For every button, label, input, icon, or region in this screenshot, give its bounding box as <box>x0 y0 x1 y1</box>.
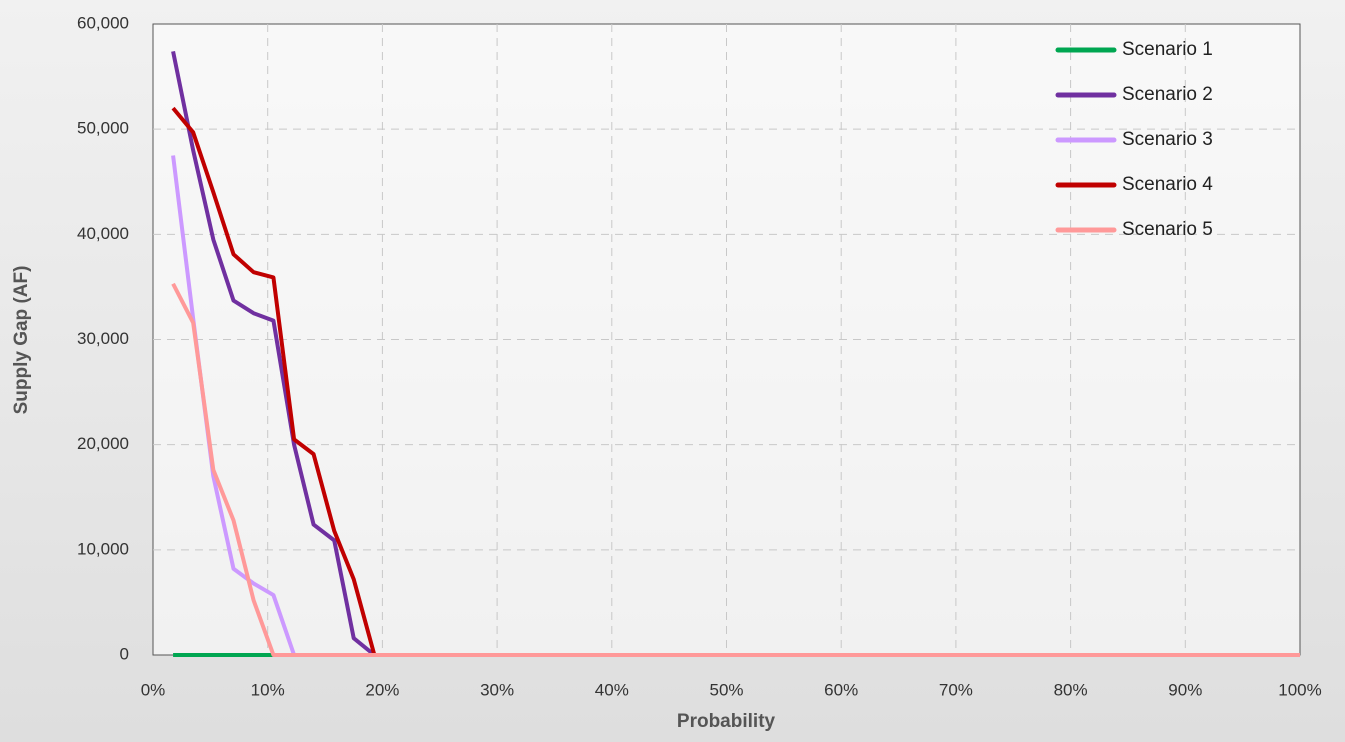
legend-label: Scenario 1 <box>1122 39 1213 60</box>
y-tick-label: 60,000 <box>77 13 129 32</box>
y-tick-label: 20,000 <box>77 434 129 453</box>
y-tick-label: 0 <box>120 644 129 663</box>
x-tick-label: 20% <box>365 680 399 699</box>
legend-label: Scenario 2 <box>1122 84 1213 105</box>
x-tick-label: 80% <box>1054 680 1088 699</box>
x-tick-label: 50% <box>709 680 743 699</box>
legend-label: Scenario 3 <box>1122 129 1213 150</box>
x-tick-label: 10% <box>251 680 285 699</box>
x-tick-label: 30% <box>480 680 514 699</box>
legend-label: Scenario 4 <box>1122 174 1213 195</box>
series-line <box>171 282 1300 657</box>
y-axis-label: Supply Gap (AF) <box>11 266 32 415</box>
x-tick-label: 0% <box>141 680 166 699</box>
y-tick-label: 50,000 <box>77 119 129 138</box>
x-axis-label: Probability <box>677 711 776 732</box>
y-tick-label: 10,000 <box>77 539 129 558</box>
x-tick-label: 90% <box>1168 680 1202 699</box>
legend-label: Scenario 5 <box>1122 219 1213 240</box>
x-tick-label: 60% <box>824 680 858 699</box>
x-tick-label: 70% <box>939 680 973 699</box>
x-tick-label: 100% <box>1278 680 1321 699</box>
y-tick-label: 30,000 <box>77 329 129 348</box>
x-tick-label: 40% <box>595 680 629 699</box>
y-tick-label: 40,000 <box>77 224 129 243</box>
